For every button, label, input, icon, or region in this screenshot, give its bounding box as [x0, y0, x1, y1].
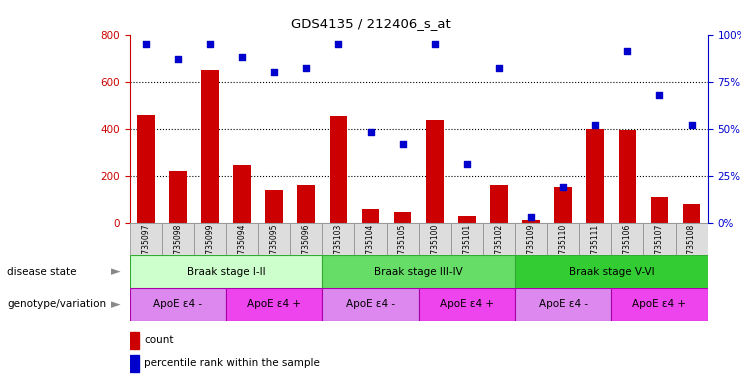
- Point: [333, 41, 345, 47]
- Bar: [522, 220, 540, 223]
- Text: GSM735111: GSM735111: [591, 224, 599, 270]
- Point: [365, 129, 376, 136]
- Bar: [162, 223, 194, 255]
- Text: GSM735105: GSM735105: [398, 224, 407, 270]
- Point: [204, 41, 216, 47]
- Bar: [426, 121, 444, 223]
- Bar: [547, 223, 579, 255]
- Bar: [554, 187, 572, 223]
- Bar: [130, 223, 162, 255]
- Text: ►: ►: [111, 265, 121, 278]
- Text: disease state: disease state: [7, 266, 77, 277]
- Bar: [515, 255, 708, 288]
- Text: ApoE ε4 -: ApoE ε4 -: [346, 299, 395, 310]
- Bar: [322, 223, 354, 255]
- Bar: [362, 209, 379, 223]
- Bar: [458, 216, 476, 223]
- Text: ►: ►: [111, 298, 121, 311]
- Text: GSM735109: GSM735109: [527, 224, 536, 270]
- Bar: [643, 223, 676, 255]
- Bar: [419, 223, 451, 255]
- Bar: [676, 223, 708, 255]
- Text: ApoE ε4 +: ApoE ε4 +: [440, 299, 494, 310]
- Text: ApoE ε4 +: ApoE ε4 +: [247, 299, 301, 310]
- Text: GSM735098: GSM735098: [173, 224, 182, 270]
- Text: GSM735104: GSM735104: [366, 224, 375, 270]
- Bar: [258, 223, 290, 255]
- Point: [140, 41, 152, 47]
- Bar: [490, 185, 508, 223]
- Text: GSM735106: GSM735106: [623, 224, 632, 270]
- Text: count: count: [144, 335, 174, 345]
- Bar: [290, 223, 322, 255]
- Text: GSM735103: GSM735103: [334, 224, 343, 270]
- Bar: [515, 288, 611, 321]
- Bar: [611, 223, 643, 255]
- Bar: [226, 223, 258, 255]
- Text: GSM735107: GSM735107: [655, 224, 664, 270]
- Point: [557, 184, 569, 190]
- Bar: [682, 204, 700, 223]
- Text: ApoE ε4 -: ApoE ε4 -: [153, 299, 202, 310]
- Bar: [419, 288, 515, 321]
- Text: ApoE ε4 -: ApoE ε4 -: [539, 299, 588, 310]
- Bar: [169, 171, 187, 223]
- Text: genotype/variation: genotype/variation: [7, 299, 107, 310]
- Bar: [201, 70, 219, 223]
- Bar: [483, 223, 515, 255]
- Bar: [130, 255, 322, 288]
- Bar: [137, 114, 155, 223]
- Point: [268, 69, 280, 75]
- Bar: [387, 223, 419, 255]
- Text: GSM735095: GSM735095: [270, 224, 279, 270]
- Bar: [322, 255, 515, 288]
- Text: ApoE ε4 +: ApoE ε4 +: [633, 299, 686, 310]
- Bar: [130, 288, 226, 321]
- Text: GSM735110: GSM735110: [559, 224, 568, 270]
- Text: GSM735094: GSM735094: [238, 224, 247, 270]
- Text: GDS4135 / 212406_s_at: GDS4135 / 212406_s_at: [290, 17, 451, 30]
- Bar: [330, 116, 348, 223]
- Point: [685, 122, 697, 128]
- Bar: [586, 129, 604, 223]
- Bar: [130, 331, 139, 349]
- Point: [654, 92, 665, 98]
- Point: [396, 141, 408, 147]
- Bar: [619, 130, 637, 223]
- Bar: [233, 165, 251, 223]
- Point: [172, 56, 184, 62]
- Text: GSM735096: GSM735096: [302, 224, 310, 270]
- Text: GSM735097: GSM735097: [142, 224, 150, 270]
- Text: GSM735102: GSM735102: [494, 224, 503, 270]
- Text: percentile rank within the sample: percentile rank within the sample: [144, 358, 320, 368]
- Text: GSM735108: GSM735108: [687, 224, 696, 270]
- Point: [300, 65, 312, 71]
- Text: GSM735101: GSM735101: [462, 224, 471, 270]
- Point: [622, 48, 634, 55]
- Bar: [651, 197, 668, 223]
- Text: Braak stage I-II: Braak stage I-II: [187, 266, 265, 277]
- Point: [236, 54, 248, 60]
- Bar: [265, 190, 283, 223]
- Bar: [515, 223, 547, 255]
- Text: GSM735100: GSM735100: [431, 224, 439, 270]
- Point: [589, 122, 601, 128]
- Bar: [130, 354, 139, 372]
- Point: [493, 65, 505, 71]
- Point: [525, 214, 537, 220]
- Bar: [297, 185, 315, 223]
- Text: GSM735099: GSM735099: [205, 224, 214, 270]
- Bar: [611, 288, 708, 321]
- Bar: [194, 223, 226, 255]
- Text: Braak stage V-VI: Braak stage V-VI: [568, 266, 654, 277]
- Bar: [322, 288, 419, 321]
- Text: Braak stage III-IV: Braak stage III-IV: [374, 266, 463, 277]
- Point: [461, 161, 473, 167]
- Bar: [393, 212, 411, 223]
- Bar: [226, 288, 322, 321]
- Bar: [579, 223, 611, 255]
- Bar: [354, 223, 387, 255]
- Bar: [451, 223, 483, 255]
- Point: [429, 41, 441, 47]
